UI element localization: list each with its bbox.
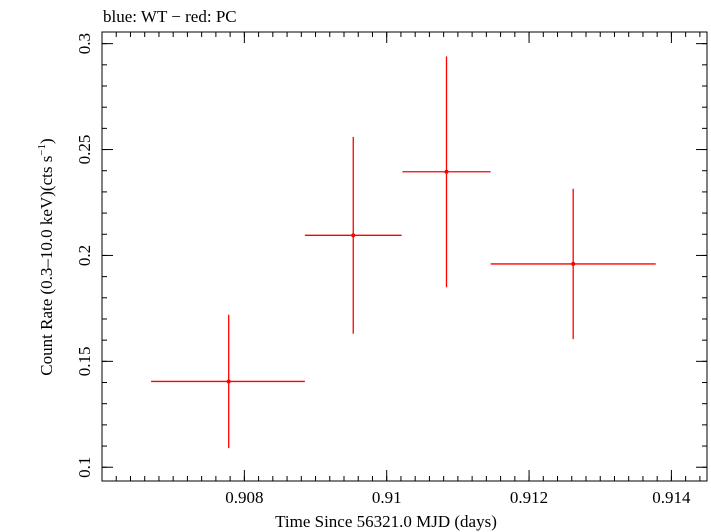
data-point (490, 188, 656, 340)
y-tick-label: 0.3 (75, 33, 94, 54)
x-tick-labels: 0.908 0.91 0.912 0.914 (225, 488, 691, 507)
x-tick-label: 0.91 (372, 488, 402, 507)
y-tick-label: 0.1 (75, 457, 94, 478)
data-marker (226, 379, 231, 384)
y-tick-label: 0.25 (75, 135, 94, 165)
data-marker (351, 233, 356, 238)
plot-frame (101, 31, 708, 482)
axis-ticks (101, 32, 707, 481)
y-tick-labels: 0.1 0.15 0.2 0.25 0.3 (75, 33, 94, 478)
x-tick-label: 0.912 (510, 488, 548, 507)
data-point (151, 314, 305, 449)
data-point (402, 56, 491, 288)
y-axis-label-main: Count Rate (0.3–10.0 keV)(cts s (37, 156, 56, 376)
y-tick-label: 0.15 (75, 346, 94, 376)
data-point (304, 136, 402, 334)
y-tick-label: 0.2 (75, 245, 94, 266)
data-points (151, 56, 656, 449)
y-axis-label-exponent: −1 (36, 144, 48, 156)
data-marker (444, 169, 449, 174)
x-tick-label: 0.908 (225, 488, 263, 507)
x-axis-label: Time Since 56321.0 MJD (days) (275, 512, 497, 531)
chart-title: blue: WT − red: PC (103, 7, 237, 26)
data-marker (571, 261, 576, 266)
y-axis-label: Count Rate (0.3–10.0 keV)(cts s−1) (36, 138, 56, 375)
x-tick-label: 0.914 (652, 488, 691, 507)
y-axis-label-close: ) (37, 138, 56, 144)
